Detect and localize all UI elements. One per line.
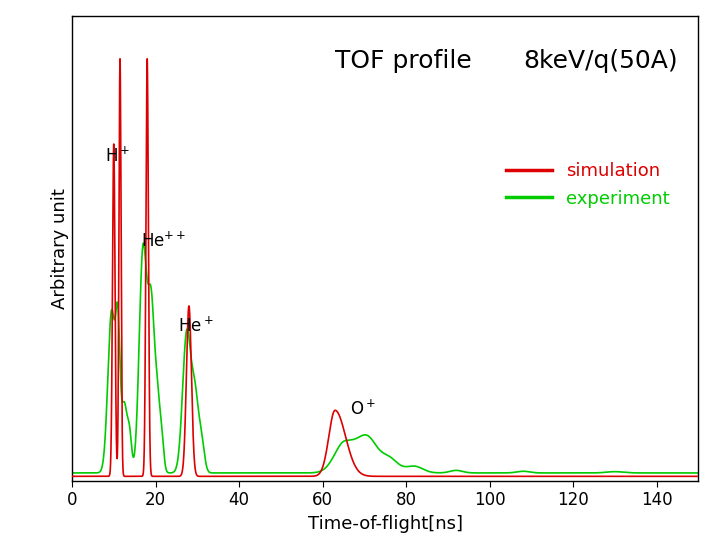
Legend: simulation, experiment: simulation, experiment [499, 156, 677, 215]
Text: O$^+$: O$^+$ [350, 400, 376, 419]
Text: H$^+$: H$^+$ [105, 146, 131, 165]
Y-axis label: Arbitrary unit: Arbitrary unit [51, 188, 69, 309]
Text: He$^+$: He$^+$ [179, 316, 214, 336]
Text: He$^{++}$: He$^{++}$ [141, 231, 186, 251]
X-axis label: Time-of-flight[ns]: Time-of-flight[ns] [307, 515, 463, 532]
Text: TOF profile: TOF profile [335, 49, 472, 73]
Text: 8keV/q(50A): 8keV/q(50A) [523, 49, 678, 73]
